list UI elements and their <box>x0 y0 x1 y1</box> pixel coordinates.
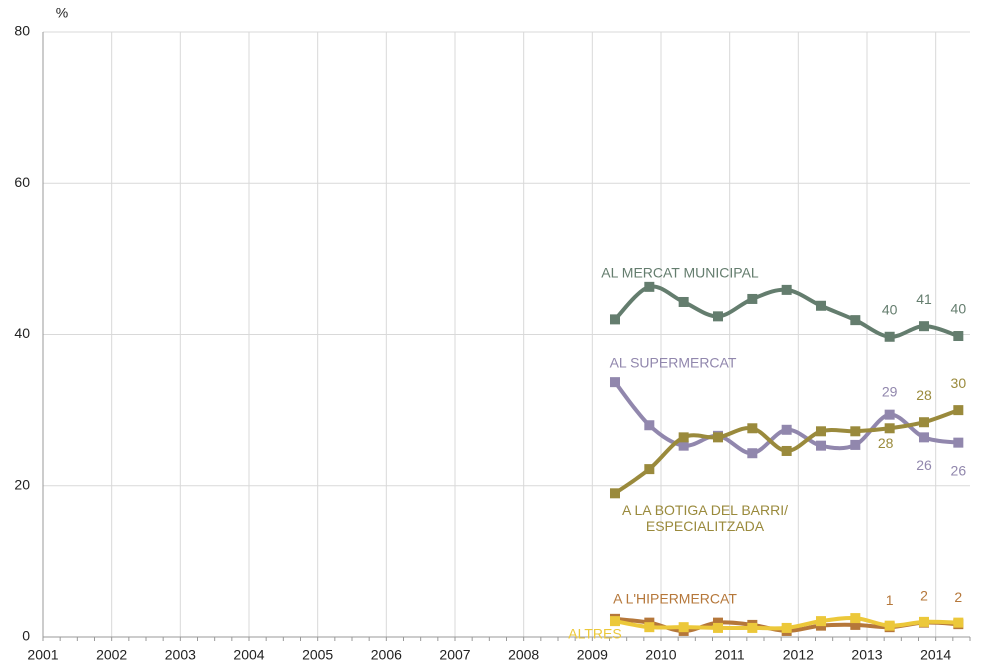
y-tick-label: 20 <box>14 476 30 492</box>
marker <box>644 464 655 475</box>
marker <box>747 293 758 304</box>
marker <box>815 300 826 311</box>
y-tick-label: 0 <box>22 628 30 644</box>
data-label: 41 <box>916 291 932 307</box>
x-tick-label: 2002 <box>96 647 127 663</box>
x-tick-label: 2004 <box>233 647 264 663</box>
data-label: 26 <box>916 457 932 473</box>
x-tick-label: 2001 <box>27 647 58 663</box>
marker <box>884 331 895 342</box>
marker <box>747 448 758 459</box>
x-tick-label: 2010 <box>645 647 676 663</box>
marker <box>609 314 620 325</box>
marker <box>884 423 895 434</box>
marker <box>918 616 929 627</box>
marker <box>884 409 895 420</box>
data-label: 40 <box>951 301 967 317</box>
y-tick-label: 60 <box>14 174 30 190</box>
marker <box>747 423 758 434</box>
marker <box>850 613 861 624</box>
marker <box>918 321 929 332</box>
data-label: 40 <box>882 301 898 317</box>
marker <box>678 432 689 443</box>
marker <box>918 432 929 443</box>
data-label: 30 <box>951 375 967 391</box>
y-tick-label: 40 <box>14 325 30 341</box>
series-line <box>613 380 959 456</box>
marker <box>850 439 861 450</box>
x-tick-label: 2013 <box>851 647 882 663</box>
marker <box>609 377 620 388</box>
x-tick-label: 2014 <box>920 647 951 663</box>
marker <box>678 622 689 633</box>
series-label: A LA BOTIGA DEL BARRI/ESPECIALITZADA <box>622 502 788 534</box>
marker <box>712 432 723 443</box>
marker <box>953 437 964 448</box>
marker <box>918 417 929 428</box>
marker <box>884 620 895 631</box>
marker <box>712 622 723 633</box>
marker <box>953 405 964 416</box>
x-tick-label: 2007 <box>439 647 470 663</box>
data-label: 26 <box>951 462 967 478</box>
marker <box>712 617 723 628</box>
marker <box>678 296 689 307</box>
marker <box>953 617 964 628</box>
marker <box>609 616 620 627</box>
marker <box>953 331 964 342</box>
series-label: AL MERCAT MUNICIPAL <box>601 265 759 281</box>
data-label: 28 <box>878 435 894 451</box>
marker <box>850 315 861 326</box>
marker <box>815 440 826 451</box>
marker <box>644 281 655 292</box>
y-axis-label: % <box>56 5 68 21</box>
marker <box>781 445 792 456</box>
series-label: AL SUPERMERCAT <box>610 355 737 371</box>
x-tick-label: 2008 <box>508 647 539 663</box>
x-tick-label: 2011 <box>715 647 745 663</box>
series-label: A L'HIPERMERCAT <box>613 591 737 607</box>
data-label: 2 <box>920 587 928 603</box>
data-label: 2 <box>954 589 962 605</box>
data-label: 29 <box>882 383 898 399</box>
x-tick-label: 2003 <box>165 647 196 663</box>
y-tick-label: 80 <box>14 23 30 39</box>
marker <box>644 622 655 633</box>
marker <box>850 619 861 630</box>
x-tick-label: 2012 <box>783 647 814 663</box>
marker <box>678 440 689 451</box>
x-tick-label: 2006 <box>371 647 402 663</box>
marker <box>644 420 655 431</box>
marker <box>712 311 723 322</box>
x-tick-label: 2009 <box>577 647 608 663</box>
marker <box>781 284 792 295</box>
marker <box>815 426 826 437</box>
x-tick-label: 2005 <box>302 647 333 663</box>
marker <box>781 622 792 633</box>
marker <box>747 622 758 633</box>
series-label: ALTRES <box>568 626 621 642</box>
marker <box>815 616 826 627</box>
marker <box>850 426 861 437</box>
marker <box>781 424 792 435</box>
data-label: 28 <box>916 387 932 403</box>
marker <box>609 488 620 499</box>
data-label: 1 <box>886 592 894 608</box>
